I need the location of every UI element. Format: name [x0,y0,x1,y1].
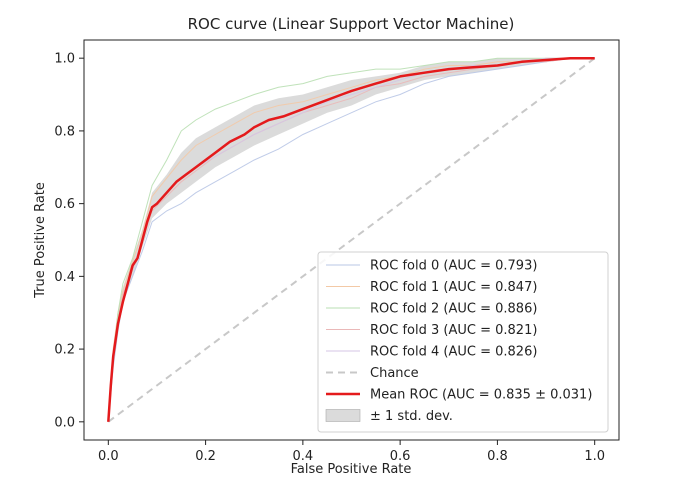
std-dev-band [108,58,595,422]
y-tick-label: 1.0 [54,52,75,67]
std-band-layer [108,58,595,422]
roc-fold-0-line [107,57,595,422]
y-tick-label: 0.2 [54,343,75,358]
x-axis: 0.0 0.2 0.4 0.6 0.8 1.0 [98,440,605,464]
legend-label: ROC fold 3 (AUC = 0.821) [370,323,537,338]
legend-item: ROC fold 0 (AUC = 0.793) [326,259,537,274]
legend-item: ROC fold 3 (AUC = 0.821) [326,323,537,338]
x-tick-label: 1.0 [584,449,605,464]
y-tick-label: 0.0 [54,415,75,430]
x-tick-label: 0.8 [487,449,508,464]
roc-fold-2-line [107,57,595,422]
y-axis-label: True Positive Rate [33,182,48,299]
plot-area [83,39,620,441]
chance-line [107,57,596,423]
roc-fold-1-line [107,57,595,422]
mean-roc-line [107,56,595,422]
legend-label: ROC fold 0 (AUC = 0.793) [370,259,537,274]
chart-title: ROC curve (Linear Support Vector Machine… [188,15,515,33]
legend-item: Chance [326,366,419,381]
x-tick-label: 0.6 [390,449,411,464]
y-tick-label: 0.6 [54,197,75,212]
legend-label: ROC fold 2 (AUC = 0.886) [370,302,537,317]
legend-item: ROC fold 1 (AUC = 0.847) [326,280,537,295]
legend-box [317,251,609,433]
legend-label: ROC fold 1 (AUC = 0.847) [370,280,537,295]
y-tick-label: 0.8 [54,124,75,139]
legend-item: ROC fold 2 (AUC = 0.886) [326,302,537,317]
legend-item: ROC fold 4 (AUC = 0.826) [326,345,537,360]
x-tick-label: 0.4 [293,449,314,464]
legend-swatch [325,409,361,422]
legend-item: Mean ROC (AUC = 0.835 ± 0.031) [326,388,592,403]
x-axis-label: False Positive Rate [291,462,412,477]
mean-roc-layer [107,56,595,422]
legend: ROC fold 0 (AUC = 0.793) ROC fold 1 (AUC … [317,251,609,433]
x-tick-label: 0.0 [98,449,119,464]
legend-label: Chance [370,366,419,381]
legend-label: ROC fold 4 (AUC = 0.826) [370,345,537,360]
y-tick-label: 0.4 [54,270,75,285]
chance-line-layer [107,57,596,423]
legend-label: ± 1 std. dev. [370,409,453,424]
plot-frame [83,39,620,441]
legend-label: Mean ROC (AUC = 0.835 ± 0.031) [370,388,592,403]
y-axis: 0.0 0.2 0.4 0.6 0.8 1.0 [54,52,84,430]
x-tick-label: 0.2 [195,449,216,464]
legend-item: ± 1 std. dev. [325,409,453,424]
